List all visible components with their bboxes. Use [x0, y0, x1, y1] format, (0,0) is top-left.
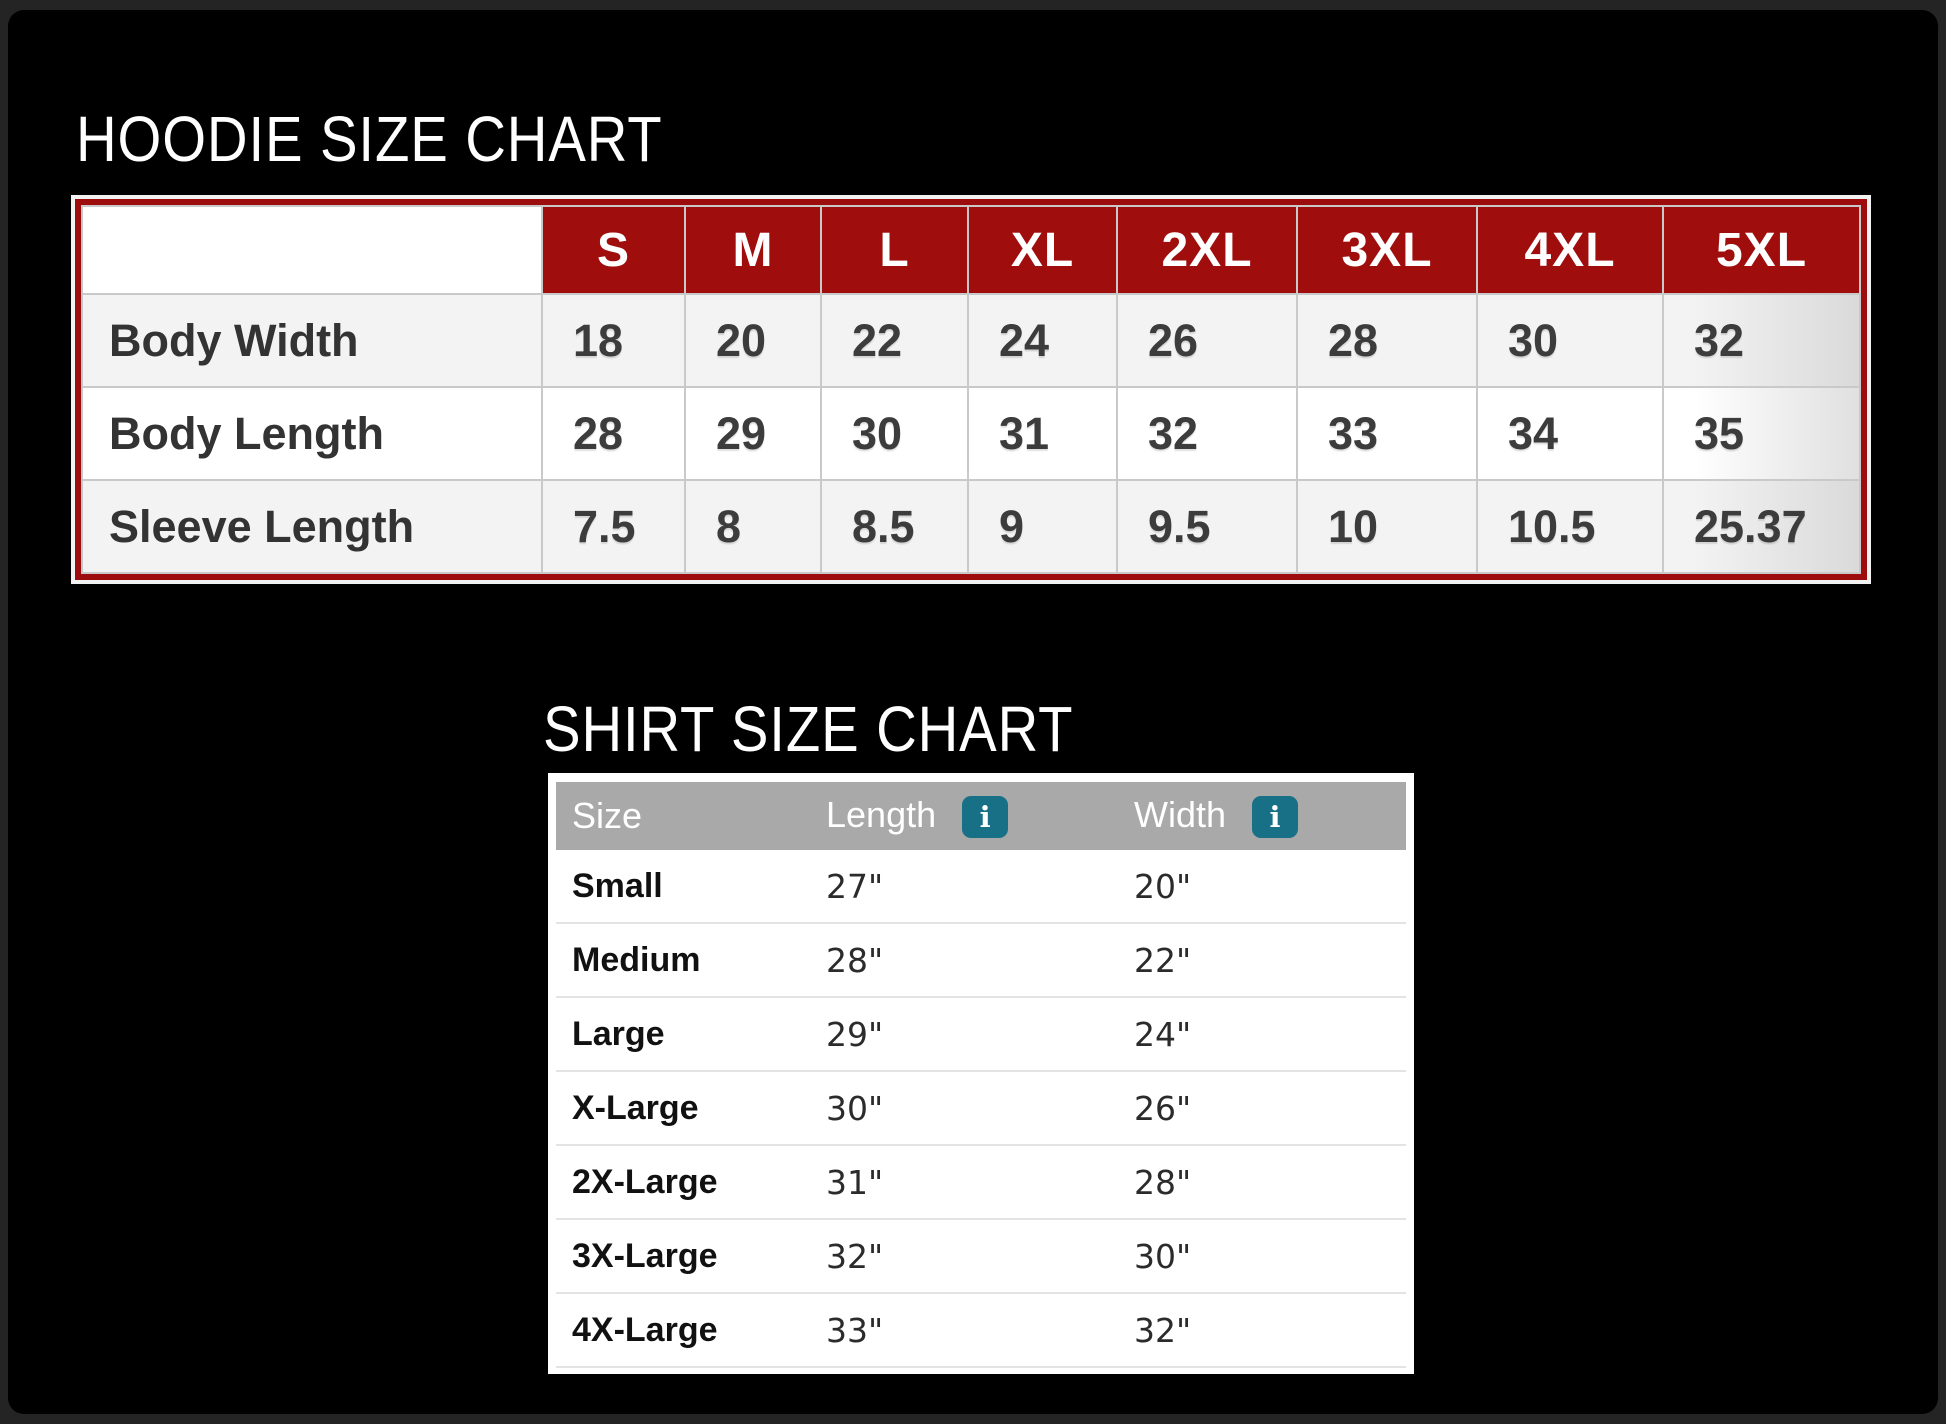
shirt-size-label: X-Large: [572, 1088, 699, 1127]
shirt-length-value: 31": [826, 1162, 884, 1202]
hoodie-cell: 32: [1662, 293, 1861, 388]
shirt-row-2x-large: 2X-Large 31" 28": [556, 1146, 1406, 1220]
hoodie-cell: 28: [541, 386, 686, 481]
shirt-width-value: 20": [1134, 866, 1192, 906]
hoodie-header-row: S M L XL 2XL 3XL 4XL 5XL: [81, 205, 1861, 295]
hoodie-cell: 30: [820, 386, 969, 481]
shirt-header-size: Size: [572, 795, 643, 836]
shirt-size-label: 2X-Large: [572, 1162, 718, 1201]
hoodie-size-table: S M L XL 2XL 3XL 4XL 5XL Body Width 18 2…: [71, 195, 1871, 584]
shirt-row-medium: Medium 28" 22": [556, 924, 1406, 998]
length-info-icon[interactable]: i: [962, 796, 1009, 839]
shirt-width-value: 22": [1134, 940, 1192, 980]
hoodie-cell: 10: [1296, 479, 1478, 574]
shirt-row-x-large: X-Large 30" 26": [556, 1072, 1406, 1146]
shirt-header-length: Length: [826, 793, 937, 835]
hoodie-cell: 10.5: [1476, 479, 1664, 574]
shirt-row-3x-large: 3X-Large 32" 30": [556, 1220, 1406, 1294]
hoodie-cell: 29: [684, 386, 822, 481]
shirt-row-large: Large 29" 24": [556, 998, 1406, 1072]
hoodie-cell: 9.5: [1116, 479, 1298, 574]
shirt-header-width-cell: Width i: [1134, 793, 1406, 839]
hoodie-cell: 22: [820, 293, 969, 388]
shirt-length-value: 28": [826, 940, 884, 980]
shirt-chart-title: SHIRT SIZE CHART: [543, 693, 1074, 765]
hoodie-col-l: L: [820, 205, 969, 295]
shirt-size-label: Medium: [572, 940, 701, 979]
hoodie-row-label: Body Width: [81, 293, 543, 388]
hoodie-cell: 26: [1116, 293, 1298, 388]
hoodie-row-label: Body Length: [81, 386, 543, 481]
shirt-width-value: 24": [1134, 1014, 1192, 1054]
hoodie-cell: 28: [1296, 293, 1478, 388]
hoodie-cell: 7.5: [541, 479, 686, 574]
shirt-length-value: 30": [826, 1088, 884, 1128]
hoodie-col-s: S: [541, 205, 686, 295]
shirt-length-value: 32": [826, 1236, 884, 1276]
hoodie-cell: 8: [684, 479, 822, 574]
hoodie-cell: 25.37: [1662, 479, 1861, 574]
shirt-row-4x-large: 4X-Large 33" 32": [556, 1294, 1406, 1368]
hoodie-cell: 18: [541, 293, 686, 388]
hoodie-col-4xl: 4XL: [1476, 205, 1664, 295]
shirt-header-length-cell: Length i: [826, 793, 1134, 839]
shirt-width-value: 30": [1134, 1236, 1192, 1276]
shirt-size-table: Size Length i Width i Small 27" 20" Medium…: [548, 773, 1414, 1374]
hoodie-cell: 35: [1662, 386, 1861, 481]
hoodie-cell: 31: [967, 386, 1118, 481]
hoodie-row-body-width: Body Width 18 20 22 24 26 28 30 32: [81, 293, 1861, 388]
hoodie-size-table-border: S M L XL 2XL 3XL 4XL 5XL Body Width 18 2…: [75, 199, 1867, 580]
shirt-width-value: 32": [1134, 1310, 1192, 1350]
shirt-size-label: 4X-Large: [572, 1310, 718, 1349]
hoodie-col-2xl: 2XL: [1116, 205, 1298, 295]
shirt-length-value: 33": [826, 1310, 884, 1350]
hoodie-cell: 8.5: [820, 479, 969, 574]
shirt-width-value: 28": [1134, 1162, 1192, 1202]
hoodie-row-sleeve-length: Sleeve Length 7.5 8 8.5 9 9.5 10 10.5 25…: [81, 479, 1861, 574]
shirt-header-width: Width: [1134, 793, 1227, 835]
hoodie-cell: 24: [967, 293, 1118, 388]
shirt-size-label: 3X-Large: [572, 1236, 718, 1275]
hoodie-cell: 30: [1476, 293, 1664, 388]
hoodie-row-label: Sleeve Length: [81, 479, 543, 574]
shirt-size-label: Small: [572, 866, 663, 905]
shirt-length-value: 27": [826, 866, 884, 906]
hoodie-cell: 20: [684, 293, 822, 388]
hoodie-col-m: M: [684, 205, 822, 295]
shirt-size-label: Large: [572, 1014, 665, 1053]
shirt-table-header: Size Length i Width i: [556, 782, 1406, 850]
hoodie-row-body-length: Body Length 28 29 30 31 32 33 34 35: [81, 386, 1861, 481]
hoodie-cell: 9: [967, 479, 1118, 574]
page-panel: HOODIE SIZE CHART S M L XL 2XL 3XL 4XL: [8, 10, 1938, 1414]
hoodie-cell: 33: [1296, 386, 1478, 481]
hoodie-col-xl: XL: [967, 205, 1118, 295]
hoodie-cell: 32: [1116, 386, 1298, 481]
hoodie-cell: 34: [1476, 386, 1664, 481]
shirt-width-value: 26": [1134, 1088, 1192, 1128]
shirt-length-value: 29": [826, 1014, 884, 1054]
hoodie-col-5xl: 5XL: [1662, 205, 1861, 295]
width-info-icon[interactable]: i: [1252, 796, 1299, 839]
shirt-row-small: Small 27" 20": [556, 850, 1406, 924]
hoodie-corner-cell: [81, 205, 543, 295]
hoodie-chart-title: HOODIE SIZE CHART: [76, 103, 663, 175]
hoodie-col-3xl: 3XL: [1296, 205, 1478, 295]
